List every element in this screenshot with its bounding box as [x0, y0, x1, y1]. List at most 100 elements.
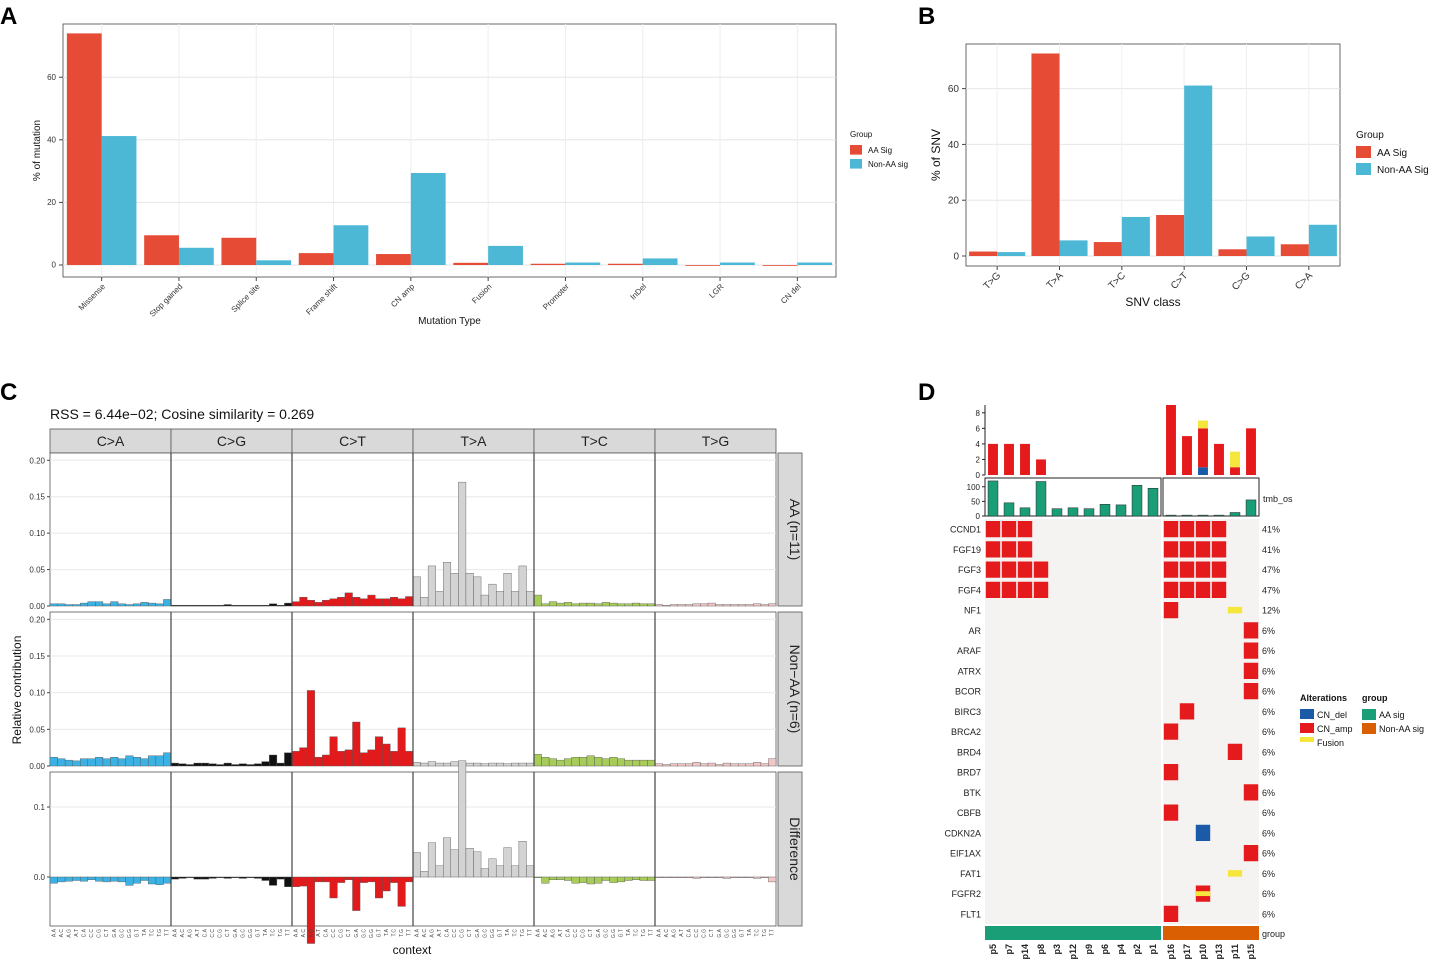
panelC-bar-C>T	[359, 598, 368, 607]
panelC-bar-T>G	[715, 764, 724, 767]
panelC-bar-T>C	[571, 757, 580, 767]
panelC-bar-T>G	[654, 763, 663, 767]
panelD-cell-cn-amp	[1195, 521, 1211, 538]
panelC-context-label: T.C	[634, 929, 640, 937]
panelB-xtick-label: T>G	[982, 270, 1004, 292]
panelD-count-bar	[1230, 467, 1240, 475]
panelC-bar-T>A	[518, 565, 527, 607]
panelD-legend-alt-label: CN_amp	[1317, 724, 1353, 734]
panelC-context-label: A.A	[656, 928, 662, 937]
panelC-bar-C>A	[102, 603, 111, 607]
panelC-bar-T>A	[495, 762, 504, 767]
panelC-bar-T>G	[700, 603, 709, 607]
panelC-bar-C>A	[80, 876, 89, 882]
panelD-cell-fusion	[1227, 870, 1243, 877]
panelD-gene-pct: 6%	[1262, 869, 1275, 879]
panelC-bar-C>T	[337, 597, 346, 607]
panelD-tmb-tick-label: 100	[967, 483, 981, 492]
panelC-bar-C>A	[148, 876, 157, 885]
panelD-cell-cn-amp	[1163, 521, 1179, 538]
panelC-bar-C>A	[117, 603, 126, 607]
panelC-context-label: T.G	[762, 929, 768, 937]
panelD-tmb-bar	[1165, 514, 1177, 517]
panelD-group-aa	[985, 926, 1161, 940]
panelC-bar-T>G	[760, 604, 769, 607]
panelC-bar-T>A	[427, 565, 436, 607]
panelC-context-label: A.C	[180, 929, 186, 938]
panelC-bar-T>G	[677, 763, 686, 767]
panelA-bar-non-aa-sig	[410, 172, 446, 265]
panelC-bar-T>C	[639, 603, 648, 607]
panelD-legend-group-label: AA sig	[1379, 710, 1405, 720]
panelC-bar-C>A	[64, 604, 73, 607]
panelC-bar-T>A	[526, 865, 535, 878]
panelC-bar-T>A	[427, 842, 436, 878]
panelB-bar-non-aa-sig	[997, 252, 1026, 256]
panelC-bar-C>A	[125, 876, 134, 886]
panelA-xtick-label: Fusion	[470, 282, 493, 305]
panelD-gene-label: FGF4	[958, 585, 981, 595]
panelC-ytick-label: 0.1	[34, 803, 46, 812]
panelC-context-label: T.A	[505, 928, 511, 936]
panelC-ytick-label: 0.00	[29, 762, 45, 771]
panelD-gene-pct: 6%	[1262, 788, 1275, 798]
panelD-cell-cn-amp	[1243, 784, 1259, 801]
panelC-bar-T>G	[760, 763, 769, 767]
panelC-bar-T>C	[616, 758, 625, 767]
panelD-cell-fusion	[1227, 606, 1243, 614]
panelC-context-label: C.C	[452, 929, 458, 938]
panelD-legend-alt-swatch	[1300, 709, 1314, 719]
panelC-bar-T>A	[473, 762, 482, 767]
panelC-context-label: C.A	[324, 928, 330, 937]
panelC-bar-C>T	[397, 876, 406, 907]
panelC-context-label: A.C	[59, 929, 65, 938]
panelC-bar-C>G	[269, 603, 278, 607]
panelC-bar-T>A	[480, 868, 489, 878]
panelC-bar-C>T	[397, 598, 406, 607]
panelC-bar-C>T	[359, 752, 368, 767]
panelB-bar-non-aa-sig	[1121, 216, 1150, 256]
panelD-gene-pct: 6%	[1262, 727, 1275, 737]
panelC-bar-C>T	[374, 876, 383, 899]
panelC-context-label: A.A	[293, 928, 299, 937]
panelA-plot-area	[62, 23, 837, 278]
panelD-cell-cn-amp	[1227, 743, 1243, 760]
panelD-grid-bg-right	[1163, 519, 1259, 924]
panelC-bar-C>T	[397, 727, 406, 767]
panelC-context-label: C.T	[104, 929, 110, 937]
panelB-ytick-label: 0	[953, 251, 959, 262]
panelC-bar-C>A	[163, 752, 172, 767]
panelC-bar-C>G	[208, 876, 217, 879]
panelD-gene-pct: 6%	[1262, 646, 1275, 656]
panelC-bar-C>G	[276, 762, 285, 767]
panelC-bar-C>A	[57, 603, 66, 607]
panelD-cell-cn-amp	[985, 541, 1001, 558]
panelC-bar-C>A	[132, 603, 141, 607]
panelC-context-label: C.G	[581, 929, 587, 938]
panelD-sample-label: p2	[1132, 944, 1142, 955]
panelD-gene-label: FLT1	[961, 909, 981, 919]
panelC-bar-C>T	[306, 599, 315, 607]
panelA-xtick-label: CN del	[779, 282, 803, 306]
panelD-legend-group-swatch	[1362, 723, 1376, 734]
panelD-legend-alt-swatch	[1300, 737, 1314, 742]
panelA-bar-non-aa-sig	[565, 262, 601, 265]
panelC-bar-T>A	[465, 762, 474, 767]
panelC-bar-T>G	[753, 603, 762, 607]
panelA-xtick-label: Frame shift	[304, 282, 339, 317]
panelC-bar-T>A	[443, 562, 452, 607]
panelD-tmb-bar	[1197, 514, 1209, 517]
panelC-row-strip	[777, 771, 803, 927]
panelC-bar-T>C	[564, 876, 573, 881]
panelA-bar-non-aa-sig	[720, 262, 755, 265]
panelD-sample-label: p5	[988, 944, 998, 955]
panelC-bar-C>T	[367, 749, 376, 767]
panelC-bar-T>G	[662, 605, 671, 607]
panelC-context-label: T.T	[770, 929, 776, 936]
panelC-context-label: A.A	[414, 928, 420, 937]
panelC-bar-C>A	[148, 755, 157, 767]
panelD-cell-cn-amp	[1017, 521, 1033, 538]
panelD-cell-cn-amp	[1017, 541, 1033, 558]
panelD-tmb-bar	[1245, 499, 1257, 517]
panelC-bar-C>G	[269, 876, 278, 886]
